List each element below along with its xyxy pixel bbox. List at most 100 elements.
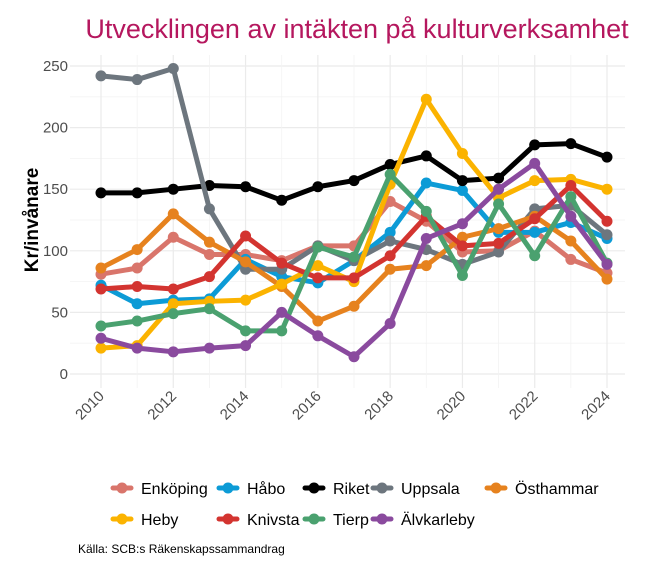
x-tick-label: 2016 [289,388,325,424]
data-point [276,257,288,269]
data-point [384,250,396,262]
data-point [131,298,143,310]
data-point [95,70,107,82]
data-point [456,269,468,281]
data-point [493,223,505,235]
data-point [95,283,107,295]
data-point [456,175,468,187]
data-point [167,183,179,195]
y-tick-label: 200 [43,120,68,137]
legend-item: Knivsta [216,512,300,529]
data-point [203,203,215,215]
data-point [240,340,252,352]
legend-key-point [116,482,128,494]
data-point [493,183,505,195]
data-point [529,250,541,262]
data-point [240,256,252,268]
data-point [167,208,179,220]
data-point [131,281,143,293]
data-point [384,235,396,247]
data-point [384,263,396,275]
data-point [95,262,107,274]
legend-key-point [308,513,320,525]
data-point [493,246,505,258]
data-point [565,191,577,203]
data-point [167,346,179,358]
legend-label: Heby [141,512,178,529]
data-point [131,74,143,86]
data-point [131,342,143,354]
data-point [276,278,288,290]
x-tick-label: 2024 [578,388,614,424]
data-point [312,260,324,272]
x-tick-label: 2012 [144,388,180,424]
data-point [203,342,215,354]
legend-label: Enköping [141,481,208,498]
legend: Enköping Håbo Riket Uppsala Östhammar Heby Kni… [110,480,599,529]
data-point [493,172,505,184]
data-point [601,273,613,285]
data-point [601,183,613,195]
legend-item: Östhammar [484,480,599,498]
legend-item: Enköping [110,481,208,498]
y-tick-labels: 0 50 100 150 200 250 [43,58,68,383]
legend-label: Knivsta [247,512,300,529]
x-tick-label: 2022 [506,388,542,424]
legend-label: Riket [333,481,370,498]
chart-title: Utvecklingen av intäkten på kulturverksa… [85,14,629,44]
data-point [384,159,396,171]
data-point [420,177,432,189]
data-point [529,175,541,187]
data-point [565,138,577,150]
legend-item: Älvkarleby [370,511,475,529]
data-point [529,157,541,169]
data-point [565,210,577,222]
data-point [565,253,577,265]
y-tick-label: 150 [43,181,68,198]
data-point [95,342,107,354]
data-point [203,271,215,283]
data-point [167,308,179,320]
legend-label: Östhammar [515,480,599,498]
legend-key-point [222,513,234,525]
data-point [601,258,613,270]
y-axis-label: Kr/invånare [22,168,43,273]
y-tick-label: 100 [43,243,68,260]
data-point [493,198,505,210]
data-point [95,332,107,344]
data-point [348,272,360,284]
x-tick-label: 2010 [72,388,108,424]
data-point [131,262,143,274]
data-point [420,150,432,162]
data-point [312,241,324,253]
y-tick-label: 50 [51,304,68,321]
data-point [384,226,396,238]
data-point [384,168,396,180]
data-point [276,306,288,318]
data-point [276,325,288,337]
data-point [312,315,324,327]
data-point [348,351,360,363]
legend-item: Håbo [216,480,285,498]
data-point [420,93,432,105]
caption: Källa: SCB:s Räkenskapssammandrag [78,542,285,556]
data-point [529,213,541,225]
data-point [95,320,107,332]
data-point [167,62,179,74]
data-point [601,151,613,163]
data-point [131,244,143,256]
data-point [348,251,360,263]
legend-key-point [222,482,234,494]
legend-label: Håbo [247,480,285,498]
data-point [312,330,324,342]
data-point [131,187,143,199]
legend-item: Riket [302,481,370,498]
x-tick-labels: 2010 2012 2014 2016 2018 2020 2022 2024 [72,388,614,424]
legend-label: Uppsala [401,481,460,498]
data-point [565,180,577,192]
x-tick-label: 2020 [434,388,470,424]
data-point [240,230,252,242]
legend-key-point [376,482,388,494]
data-point [601,215,613,227]
